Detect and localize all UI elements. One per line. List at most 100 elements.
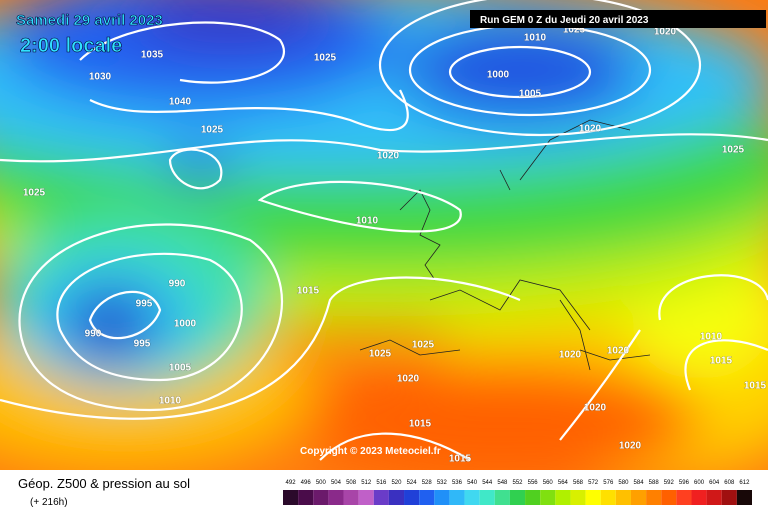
legend-label: 544 xyxy=(482,480,493,486)
legend-swatch xyxy=(388,490,405,505)
legend-swatch xyxy=(525,490,541,505)
legend-swatch xyxy=(449,490,465,505)
legend-label: 592 xyxy=(664,480,675,486)
isobar-label: 1025 xyxy=(23,188,46,199)
legend-label: 596 xyxy=(679,480,690,486)
legend-swatch xyxy=(509,490,526,505)
isobar-label: 1020 xyxy=(579,124,602,135)
isobar-label: 1015 xyxy=(744,381,767,392)
isobar-label: 1015 xyxy=(297,286,320,297)
legend-swatch xyxy=(736,490,752,505)
isobar-label: 990 xyxy=(169,279,186,290)
isobar-label: 1025 xyxy=(201,125,224,136)
isobar-label: 1035 xyxy=(141,50,164,61)
legend-label: 580 xyxy=(618,480,629,486)
legend-swatch xyxy=(615,490,631,505)
isobar-label: 1020 xyxy=(584,403,607,414)
isobar-label: 995 xyxy=(134,339,151,350)
isobar-label: 1005 xyxy=(169,363,192,374)
legend-label: 600 xyxy=(694,480,705,486)
legend-label: 588 xyxy=(649,480,660,486)
legend-swatch xyxy=(373,490,389,505)
isobar-label: 1000 xyxy=(174,319,197,330)
legend-swatch xyxy=(479,490,495,505)
legend-label: 504 xyxy=(331,480,342,486)
legend-label: 532 xyxy=(437,480,448,486)
legend-label: 552 xyxy=(512,480,523,486)
legend-label: 512 xyxy=(361,480,372,486)
legend-label: 492 xyxy=(286,480,297,486)
legend-label: 572 xyxy=(588,480,599,486)
legend-swatch xyxy=(646,490,662,505)
isobar-label: 1020 xyxy=(397,374,420,385)
legend-label: 612 xyxy=(739,480,750,486)
isobar-label: 1020 xyxy=(654,27,677,38)
legend-swatch xyxy=(343,490,359,505)
isobar-label: 1005 xyxy=(519,89,542,100)
color-legend: 492 496 500 504 508 512 516 520 524 528 532 536 540 5… xyxy=(283,480,752,505)
isobar-label: 995 xyxy=(136,299,153,310)
isobar-label: 1015 xyxy=(710,356,733,367)
run-box xyxy=(470,10,766,28)
legend-swatch xyxy=(328,490,344,505)
legend-swatch xyxy=(464,490,480,505)
legend-label: 584 xyxy=(634,480,645,486)
legend-swatch xyxy=(691,490,707,505)
isobar-label: 1020 xyxy=(619,441,642,452)
legend-label: 524 xyxy=(407,480,418,486)
isobar-label: 1010 xyxy=(356,216,379,227)
isobar-label: 1025 xyxy=(412,340,435,351)
isobar-label: 1025 xyxy=(722,145,745,156)
isobar-label: 1025 xyxy=(314,53,337,64)
legend-label: 540 xyxy=(467,480,478,486)
legend-label: 528 xyxy=(422,480,433,486)
legend-swatch xyxy=(419,490,435,505)
isobar-label: 1000 xyxy=(487,70,510,81)
legend-swatch xyxy=(661,490,677,505)
legend-label: 576 xyxy=(603,480,614,486)
legend-swatch xyxy=(358,490,374,505)
isobar-label: 1010 xyxy=(700,332,723,343)
legend-swatch xyxy=(585,490,601,505)
legend-label: 548 xyxy=(497,480,508,486)
date-label: Samedi 29 avril 2023 xyxy=(16,12,163,29)
isobar-label: 1020 xyxy=(377,151,400,162)
legend-label: 556 xyxy=(528,480,539,486)
legend-swatch xyxy=(404,490,420,505)
legend-swatch xyxy=(283,490,299,505)
legend-swatch xyxy=(676,490,692,505)
legend-label: 604 xyxy=(709,480,720,486)
legend-swatch xyxy=(706,490,722,505)
isobar-label: 1015 xyxy=(449,454,472,465)
legend-swatch xyxy=(494,490,510,505)
time-label: 2:00 locale xyxy=(20,35,122,57)
forecast-lead: (+ 216h) xyxy=(30,497,68,508)
legend-label: 608 xyxy=(724,480,735,486)
legend-swatch xyxy=(540,490,556,505)
isobar-label: 1040 xyxy=(169,97,192,108)
legend-swatch xyxy=(630,490,647,505)
legend-swatch xyxy=(313,490,329,505)
legend-label: 520 xyxy=(391,480,402,486)
legend-swatch xyxy=(298,490,314,505)
isobar-label: 1015 xyxy=(409,419,432,430)
legend-label: 568 xyxy=(573,480,584,486)
run-label: Run GEM 0 Z du Jeudi 20 avril 2023 xyxy=(480,15,649,26)
legend-label: 496 xyxy=(301,480,312,486)
isobar-label: 990 xyxy=(85,329,102,340)
legend-label: 536 xyxy=(452,480,463,486)
legend-swatch xyxy=(555,490,571,505)
legend-label: 564 xyxy=(558,480,569,486)
legend-swatch xyxy=(721,490,737,505)
isobar-label: 1020 xyxy=(559,350,582,361)
copyright: Copyright © 2023 Meteociel.fr xyxy=(300,446,441,457)
legend-swatch xyxy=(434,490,450,505)
legend-swatch xyxy=(600,490,616,505)
isobar-label: 1030 xyxy=(89,72,112,83)
legend-label: 500 xyxy=(316,480,327,486)
isobar-label: 1010 xyxy=(524,33,547,44)
footer-title: Géop. Z500 & pression au sol xyxy=(18,476,190,491)
isobar-label: 1010 xyxy=(159,396,182,407)
legend-swatch xyxy=(570,490,586,505)
